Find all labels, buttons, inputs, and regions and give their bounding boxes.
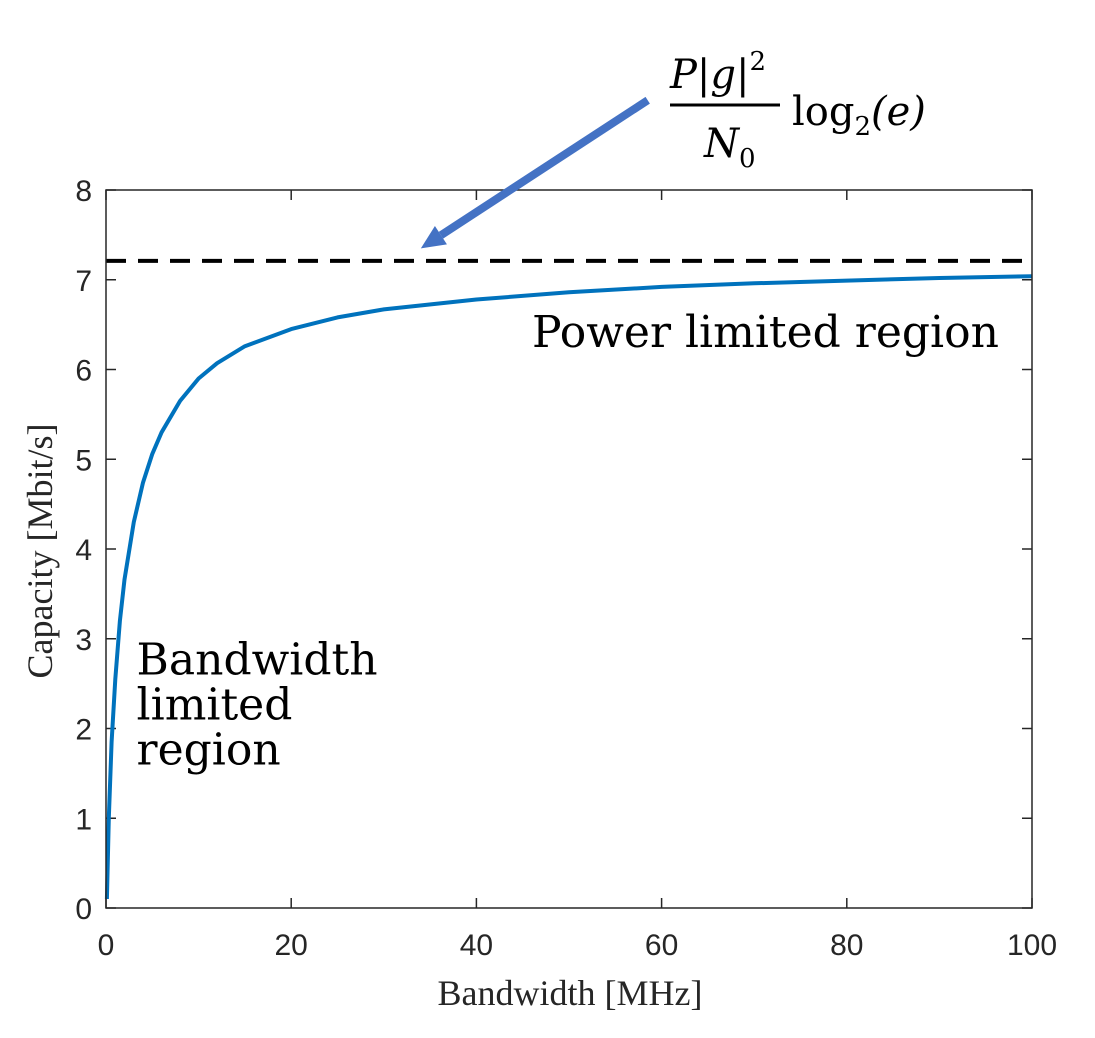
formula-log-term: log2(e) [792,89,926,142]
annotation-layer: Power limited region Bandwidthlimitedregi… [137,307,999,775]
x-tick-label-5: 100 [1007,929,1057,962]
ticks-layer [105,189,1033,909]
y-tick-label-3: 3 [75,624,92,657]
x-tick-label-0: 0 [98,929,115,962]
y-tick-label-6: 6 [75,355,92,388]
arrow-shaft [438,96,650,239]
plot-frame [105,189,1033,909]
x-tick-label-2: 40 [460,929,493,962]
y-tick-label-4: 4 [75,534,92,567]
y-tick-label-1: 1 [75,803,92,836]
x-axis-label: Bandwidth [MHz] [438,973,703,1013]
region-annotation-0: Power limited region [532,307,999,358]
arrow-head [420,226,447,249]
x-tick-label-3: 60 [645,929,678,962]
y-tick-label-5: 5 [75,444,92,477]
formula-numerator: P|g|2 [669,47,766,98]
y-tick-label-8: 8 [75,175,92,208]
y-axis-label: Capacity [Mbit/s] [20,424,60,679]
x-tick-label-4: 80 [830,929,863,962]
capacity-curve [104,274,1033,900]
arrow-layer [420,96,650,249]
y-tick-label-0: 0 [75,893,92,926]
series-layer [104,258,1033,900]
region-annotation-1: Bandwidth [137,635,378,686]
x-tick-labels: 0 20 40 60 80 100 [98,929,1057,962]
y-tick-label-7: 7 [75,265,92,298]
region-annotation-3: region [137,724,281,775]
y-tick-labels: 0 1 2 3 4 5 6 7 8 [75,175,92,926]
limit-formula: P|g|2 N0 log2(e) [669,47,926,174]
x-tick-label-1: 20 [275,929,308,962]
region-annotation-2: limited [137,680,293,731]
y-tick-label-2: 2 [75,714,92,747]
formula-denominator: N0 [703,121,756,174]
